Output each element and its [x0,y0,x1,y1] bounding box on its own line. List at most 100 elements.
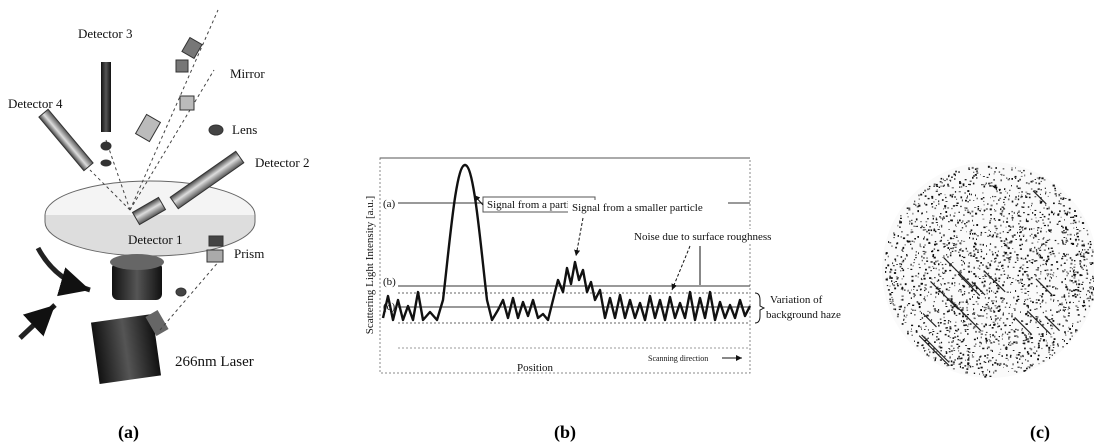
speck [907,304,908,306]
speck [900,270,901,271]
speck [1003,175,1005,176]
speck [950,328,952,330]
speck [988,306,990,307]
speck [985,324,987,326]
speck [1022,274,1024,276]
label-lens: Lens [232,122,257,137]
speck [1059,200,1060,202]
speck [900,218,902,219]
speck [988,262,989,263]
speck [1017,329,1018,330]
speck [1031,205,1032,206]
speck [998,278,1000,280]
speck [981,333,983,335]
speck [1025,258,1026,259]
speck [937,261,939,262]
speck [1020,221,1022,222]
speck [997,233,999,235]
speck [1017,258,1019,260]
speck [901,250,903,251]
speck [951,283,953,285]
speck [954,178,955,179]
speck [902,323,904,325]
speck [1037,222,1038,223]
speck [1037,267,1039,268]
speck [966,368,968,370]
speck [1090,296,1091,298]
speck [944,317,945,318]
speck [981,249,983,250]
speck [944,320,946,321]
speck [947,257,949,258]
speck [1069,308,1071,309]
speck [1045,188,1046,189]
speck [902,278,903,279]
speck [1049,214,1051,216]
speck [989,265,991,266]
speck [993,234,994,236]
speck [1020,311,1021,312]
speck [1011,178,1013,180]
speck [1055,240,1057,241]
speck [893,301,894,302]
speck [929,188,930,190]
speck [993,179,995,180]
speck [1030,365,1031,366]
speck [912,223,914,224]
speck [1040,201,1042,202]
speck [996,190,997,192]
speck [1064,237,1066,238]
speck [1069,280,1071,282]
speck [933,202,934,203]
speck [990,350,992,351]
speck [934,277,936,278]
speck [941,284,942,286]
speck [931,319,932,320]
speck [1026,323,1028,324]
speck [940,186,942,187]
speck [986,313,987,314]
speck [938,204,940,205]
speck [1080,266,1081,268]
speck [1022,191,1023,193]
speck [959,249,961,250]
speck [909,221,911,223]
speck [1057,243,1059,244]
speck [938,311,939,313]
speck [975,275,977,277]
speck [1067,271,1068,272]
speck [1019,358,1020,360]
speck [1056,195,1057,196]
speck [1077,254,1079,256]
speck [928,229,930,231]
speck [1041,257,1042,258]
speck [889,299,891,300]
speck [893,309,895,310]
speck [1051,328,1053,329]
speck [1003,271,1005,272]
speck [1008,344,1009,345]
speck [926,258,928,259]
speck [1000,274,1002,275]
speck [985,309,987,310]
speck [1046,270,1048,271]
speck [928,242,930,244]
speck [940,318,942,320]
speck [1003,216,1005,217]
speck [1070,263,1072,265]
speck [1075,331,1076,332]
speck [952,262,953,263]
speck [896,276,898,277]
speck [967,362,969,363]
speck [1005,197,1007,199]
speck [1018,211,1020,212]
speck [924,297,925,298]
speck [1022,332,1024,334]
speck [987,203,989,205]
speck [989,284,990,285]
speck [1017,361,1018,363]
speck [1032,180,1034,182]
speck [960,243,961,244]
speck [943,179,944,181]
label-mirror: Mirror [230,66,265,81]
